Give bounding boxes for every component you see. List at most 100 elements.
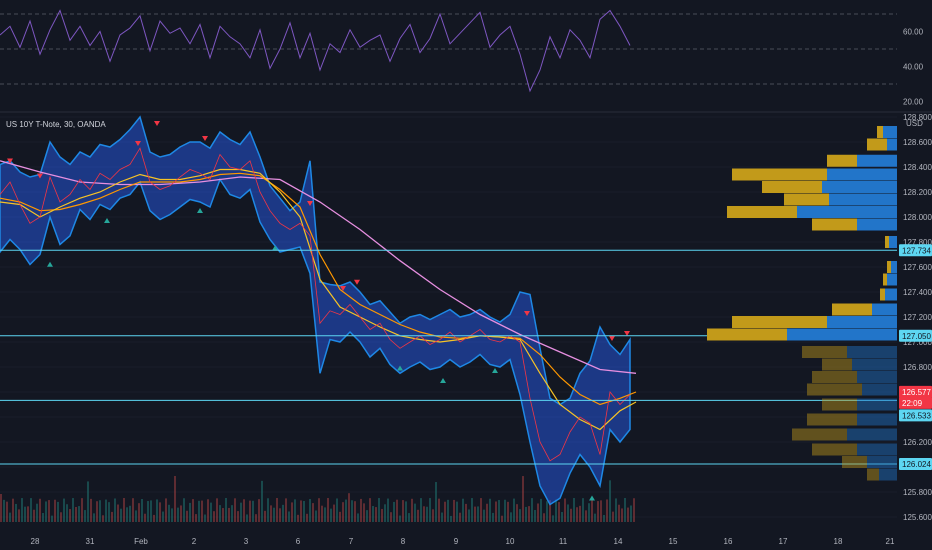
sell-marker [202,136,208,141]
rsi-axis[interactable]: 60.00 40.00 20.00 [903,28,924,107]
volume-bar [513,498,515,522]
volume-bar [552,515,554,522]
volume-bar [330,508,332,522]
volume-bar [606,499,608,522]
profile-blue-bar [857,443,897,456]
price-tick-label: 127.800 [903,238,932,247]
price-tag-box [899,329,932,342]
price-tick-label: 125.600 [903,513,932,522]
profile-gold-bar [880,288,885,301]
profile-blue-bar [879,468,897,481]
rsi-tick-label: 40.00 [903,63,924,72]
volume-bar [450,515,452,522]
volume-bar [162,511,164,522]
volume-bar [243,499,245,522]
volume-bar [225,498,227,522]
volume-bar [633,498,635,522]
volume-bar [45,501,47,522]
volume-bar [132,498,134,522]
price-tick-label: 126.800 [903,363,932,372]
volume-bar [306,513,308,522]
volume-bar [375,507,377,522]
volume-bar [498,500,500,522]
profile-blue-bar [847,346,897,358]
sell-marker [37,173,43,179]
volume-bar [297,514,299,522]
volume-bar [531,498,533,522]
volume-bar [219,505,221,522]
price-tag-box [899,385,932,398]
time-axis[interactable]: 28 31 Feb 2 3 6 7 8 9 10 11 14 15 16 17 18 21 [31,537,895,546]
profile-blue-bar [857,398,897,411]
price-tick-label: 127.400 [903,288,932,297]
volume-bar [12,498,14,522]
profile-blue-bar [827,316,897,328]
price-tag-box [899,458,932,470]
price-tags: 127.734 127.050 126.577 22:09 126.533 126.024 [899,244,932,470]
volume-bar [39,498,41,522]
volume-bar [492,512,494,522]
volume-bar [363,503,365,522]
volume-bar [279,508,281,522]
volume-bar [57,501,59,522]
volume-bar [447,499,449,522]
volume-bar [387,498,389,522]
volume-bar [123,498,125,522]
volume-bar [30,498,32,522]
volume-bar [105,499,107,522]
time-tick-label: 7 [349,537,354,546]
band-area [0,115,631,506]
volume-bar [390,512,392,522]
volume-bar [609,480,611,522]
ema-fast-line [0,168,637,431]
volume-bar [276,498,278,522]
time-tick-label: 6 [296,537,301,546]
symbol-legend[interactable]: US 10Y T-Note, 30, OANDA [6,120,106,129]
time-tick-label: 31 [86,537,95,546]
volume-bar [231,505,233,522]
profile-blue-bar [857,218,897,231]
volume-bar [84,510,86,522]
volume-bar [195,514,197,522]
volume-bar [525,506,527,522]
volume-bar [597,501,599,522]
volume-bar [522,476,524,522]
volume-bar [348,493,350,522]
volume-bar [63,498,65,522]
volume-bar [342,502,344,522]
volume-bar [489,498,491,522]
volume-bar [288,511,290,522]
volume-bar [156,499,158,522]
rsi-line [0,9,631,93]
profile-gold-bar [832,303,872,316]
volume-bar [270,505,272,522]
volume-bar [483,509,485,522]
ema-slow-line [0,160,637,374]
price-pane[interactable]: 128.800 128.600 128.400 128.200 128.000 127.8… [0,113,932,522]
volume-bar [138,503,140,522]
price-tag-box [899,244,932,257]
buy-marker [589,495,595,501]
volume-bar [510,512,512,522]
volume-bar [561,511,563,522]
volume-bar [393,501,395,522]
profile-gold-bar [877,126,883,138]
volume-bar [444,501,446,522]
volume-bar [171,508,173,522]
volume-bar [24,506,26,522]
volume-bar [627,507,629,522]
rsi-tick-label: 20.00 [903,98,924,107]
volume-bar [429,498,431,522]
volume-bar [129,505,131,522]
profile-blue-bar [872,303,897,316]
price-tag-box [899,409,932,422]
volume-bar [189,502,191,522]
rsi-pane[interactable]: 60.00 40.00 20.00 [0,9,924,107]
volume-bar [603,514,605,522]
volume-bar [159,502,161,522]
volume-bar [435,482,437,522]
price-tick-label: 125.800 [903,488,932,497]
volume-bar [576,507,578,522]
volume-bar [630,505,632,522]
